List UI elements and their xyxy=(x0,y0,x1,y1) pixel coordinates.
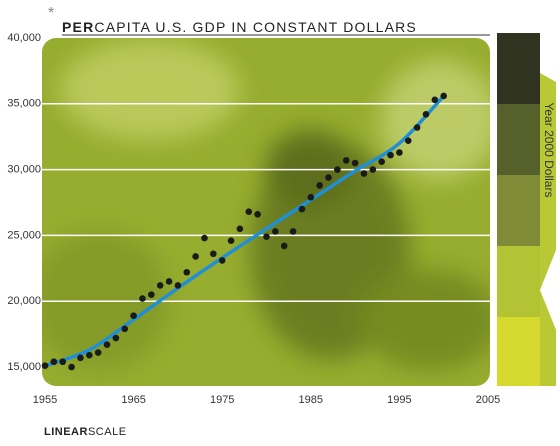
data-point xyxy=(263,233,270,241)
data-point xyxy=(360,170,368,177)
data-point xyxy=(50,358,58,366)
plot-background xyxy=(42,38,490,386)
data-point xyxy=(369,166,377,173)
x-tick-label: 2005 xyxy=(476,394,500,406)
data-point xyxy=(307,193,315,201)
y-tick-label: 20,000 xyxy=(7,295,41,307)
data-point xyxy=(41,362,49,369)
title-bold: PER xyxy=(62,19,94,35)
data-point xyxy=(77,354,84,362)
data-point xyxy=(121,325,129,333)
data-point xyxy=(156,282,164,289)
data-point xyxy=(289,228,297,235)
data-point xyxy=(351,159,359,167)
y-tick-label: 25,000 xyxy=(7,229,41,241)
data-point xyxy=(94,349,102,356)
data-point xyxy=(165,278,173,285)
data-point xyxy=(272,228,279,235)
title-rest: CAPITA U.S. GDP IN CONSTANT DOLLARS xyxy=(94,19,417,35)
chart-title: PERCAPITA U.S. GDP IN CONSTANT DOLLARS xyxy=(62,19,417,35)
footer: LINEARSCALE xyxy=(44,426,127,438)
color-scale xyxy=(497,33,556,386)
asterisk: * xyxy=(48,5,54,22)
footer-rest: SCALE xyxy=(88,426,127,438)
x-tick-label: 1955 xyxy=(33,394,57,406)
data-point xyxy=(431,96,439,104)
trend-line xyxy=(43,94,446,368)
data-point xyxy=(192,253,199,260)
x-tick-label: 1985 xyxy=(299,394,323,406)
data-point xyxy=(112,334,120,342)
data-point xyxy=(254,211,261,218)
data-point xyxy=(404,137,412,144)
right-axis-label: Year 2000 Dollars xyxy=(542,103,556,198)
y-tick-label: 15,000 xyxy=(7,361,41,373)
data-point xyxy=(325,174,332,181)
data-point xyxy=(86,351,93,359)
data-point xyxy=(378,158,385,166)
data-point xyxy=(245,208,253,216)
data-point xyxy=(68,363,75,371)
data-point xyxy=(298,205,306,213)
x-tick-label: 1965 xyxy=(121,394,145,406)
data-point xyxy=(183,268,191,276)
data-point xyxy=(139,295,146,302)
data-point xyxy=(59,358,67,366)
data-point xyxy=(103,341,111,348)
x-tick-label: 1995 xyxy=(387,394,411,406)
data-point xyxy=(218,257,226,264)
data-point xyxy=(201,234,208,242)
data-point xyxy=(316,182,323,189)
data-point xyxy=(174,282,182,289)
data-point xyxy=(413,124,421,131)
x-tick-label: 1975 xyxy=(210,394,234,406)
data-point xyxy=(130,312,137,319)
data-point xyxy=(342,157,350,164)
y-tick-label: 40,000 xyxy=(7,32,41,44)
y-tick-label: 35,000 xyxy=(7,98,41,110)
data-point xyxy=(227,237,235,244)
y-tick-label: 30,000 xyxy=(7,164,41,176)
data-point xyxy=(210,250,217,258)
data-point xyxy=(236,225,244,233)
footer-bold: LINEAR xyxy=(44,426,88,438)
data-point xyxy=(387,151,394,159)
data-point xyxy=(440,92,448,100)
data-point xyxy=(422,111,430,118)
data-point xyxy=(148,291,155,298)
data-point xyxy=(280,242,288,250)
data-point xyxy=(396,149,403,156)
data-point xyxy=(334,166,341,173)
